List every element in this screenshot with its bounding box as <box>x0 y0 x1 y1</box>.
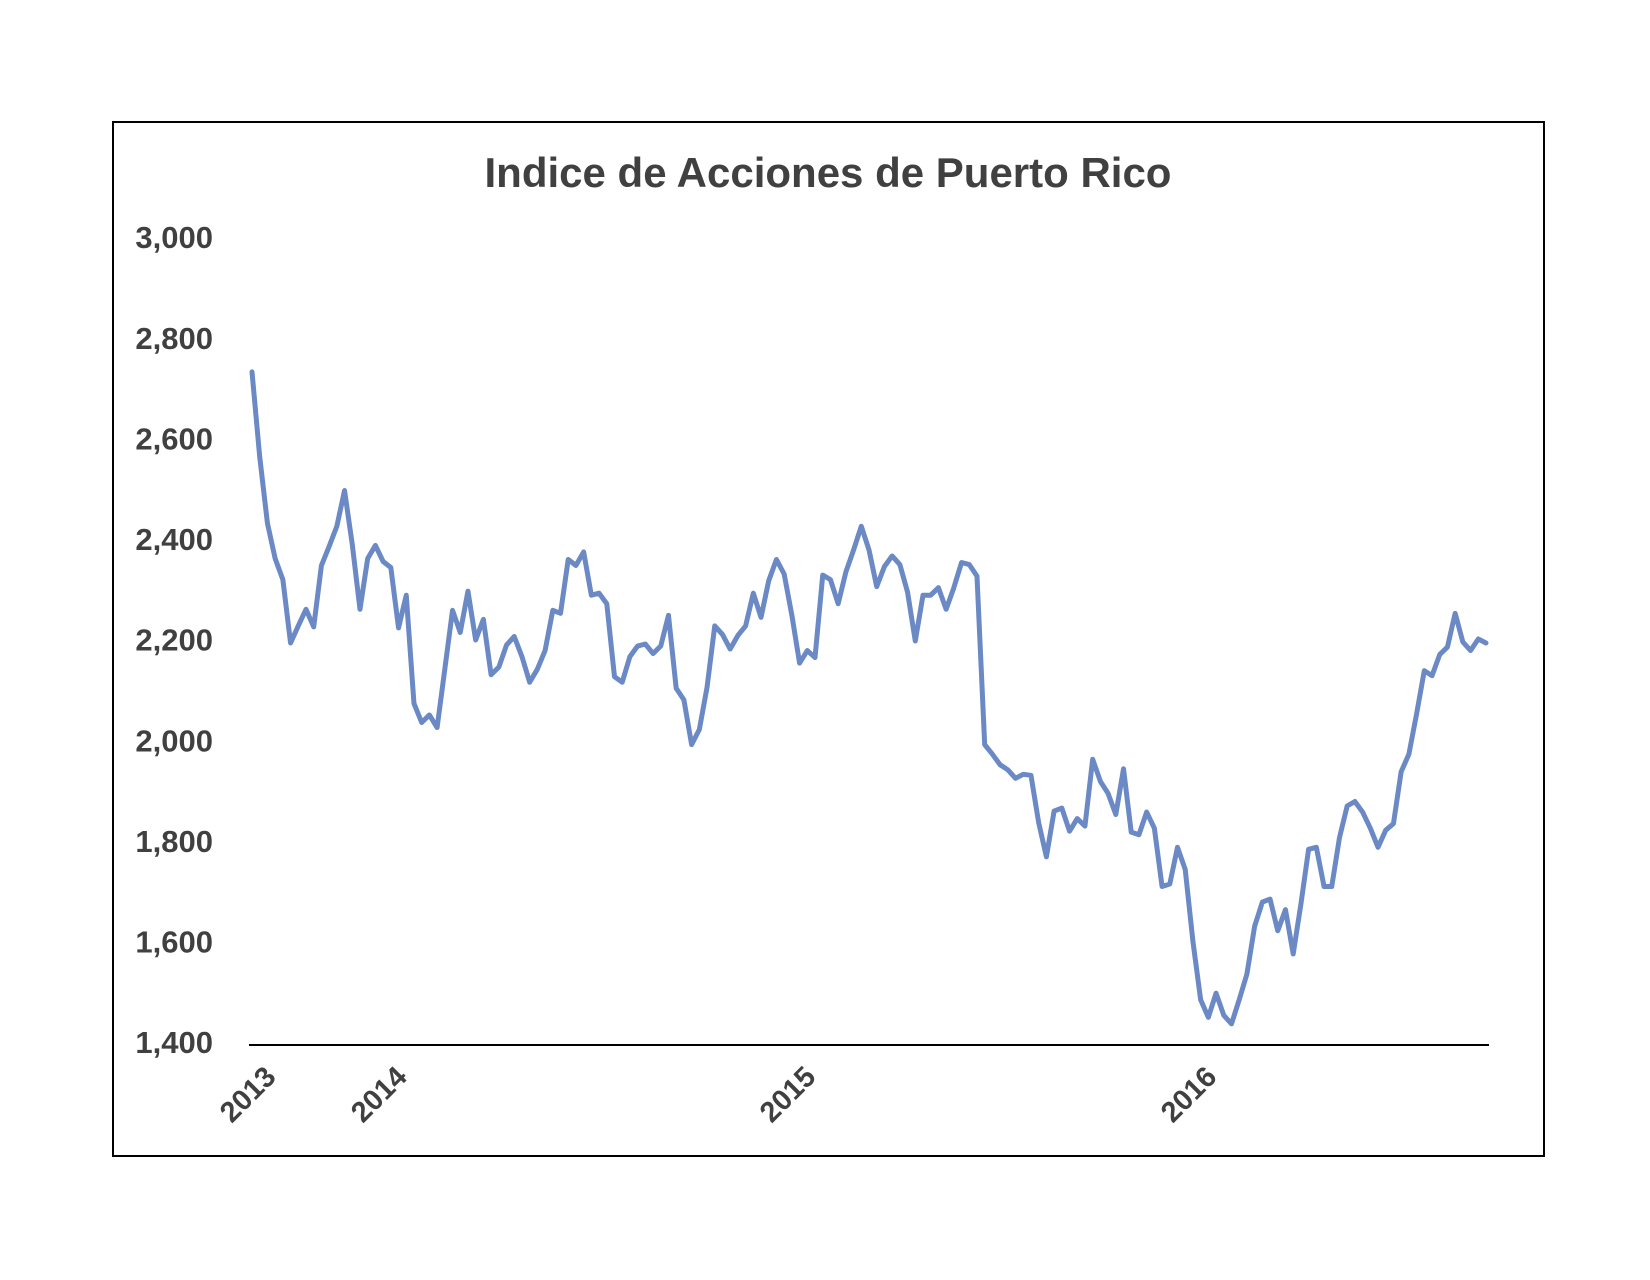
chart-title: Indice de Acciones de Puerto Rico <box>485 149 1172 196</box>
y-tick-label: 2,000 <box>135 723 213 758</box>
y-tick-label: 1,600 <box>135 925 213 960</box>
y-tick-label: 3,000 <box>135 220 213 255</box>
data-line <box>249 369 1489 1027</box>
y-tick-label: 1,800 <box>135 824 213 859</box>
y-tick-label: 2,200 <box>135 623 213 658</box>
y-tick-label: 2,600 <box>135 421 213 456</box>
y-tick-label: 1,400 <box>135 1025 213 1060</box>
y-tick-label: 2,400 <box>135 522 213 557</box>
chart-frame <box>112 121 1545 1157</box>
y-tick-label: 2,800 <box>135 321 213 356</box>
